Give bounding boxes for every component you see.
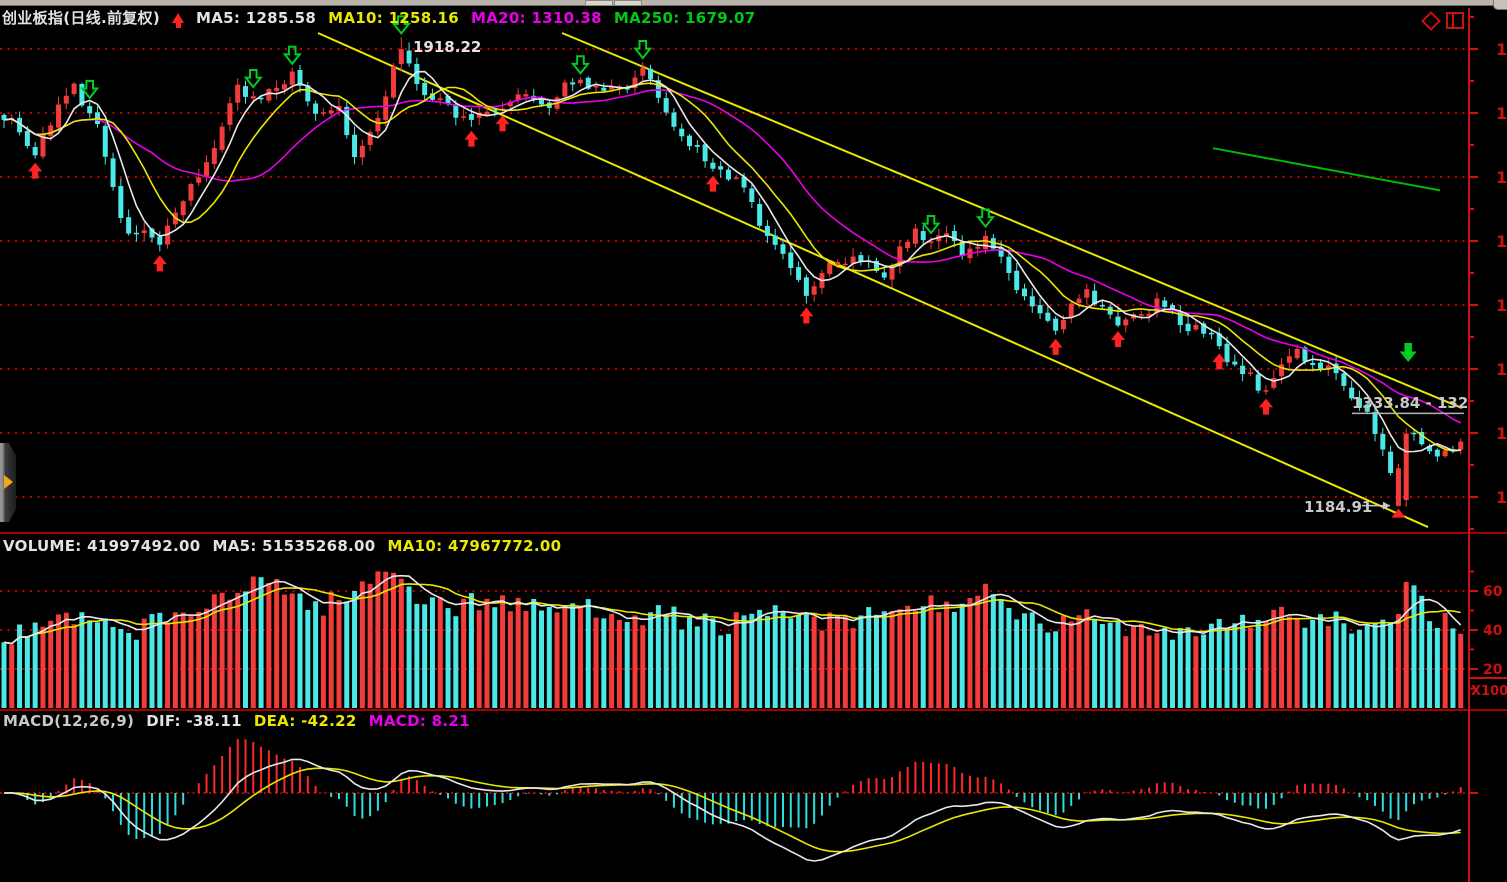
svg-text:20: 20: [1483, 662, 1503, 678]
volume-value: VOLUME: 41997492.00: [3, 537, 201, 555]
svg-text:1: 1: [1496, 360, 1507, 379]
window-edge-button: [614, 0, 642, 6]
split-pane-icon[interactable]: [1446, 12, 1464, 29]
macd-value: MACD: 8.21: [368, 712, 470, 730]
up-arrow-icon: [172, 12, 185, 28]
main-info-bar: 创业板指(日线.前复权) MA5: 1285.58 MA10: 1258.16 …: [2, 7, 755, 28]
diamond-icon[interactable]: [1421, 10, 1441, 31]
svg-text:1: 1: [1496, 40, 1507, 59]
svg-text:1: 1: [1496, 168, 1507, 187]
svg-text:1: 1: [1496, 232, 1507, 251]
volume-ma10-value: MA10: 47967772.00: [387, 537, 562, 555]
svg-text:1: 1: [1496, 296, 1507, 315]
ma5-value: MA5: 1285.58: [196, 8, 317, 27]
svg-text:X100: X100: [1471, 684, 1507, 699]
window-edge-button: [585, 0, 613, 6]
macd-info-bar: MACD(12,26,9) DIF: -38.11 DEA: -42.22 MA…: [3, 712, 470, 730]
svg-text:1: 1: [1496, 488, 1507, 507]
panel-expand-handle[interactable]: [0, 443, 16, 522]
scrollbar-cap: [1493, 0, 1507, 10]
ma250-value: MA250: 1679.07: [613, 8, 756, 27]
svg-text:1: 1: [1496, 104, 1507, 123]
volume-info-bar: VOLUME: 41997492.00 MA5: 51535268.00 MA1…: [3, 537, 561, 555]
trough-price-annotation: 1184.91: [1304, 498, 1373, 516]
svg-text:1: 1: [1496, 424, 1507, 443]
corner-icons: [1421, 10, 1464, 31]
expand-arrow-icon: [4, 475, 13, 489]
dif-value: DIF: -38.11: [146, 712, 242, 730]
window-edge-strip: [0, 0, 1507, 6]
peak-price-annotation: 1918.22: [413, 38, 482, 56]
svg-text:40: 40: [1483, 623, 1503, 639]
ma10-value: MA10: 1258.16: [328, 8, 459, 27]
svg-text:60: 60: [1483, 584, 1503, 600]
macd-params: MACD(12,26,9): [3, 712, 135, 730]
ma20-value: MA20: 1310.38: [471, 8, 602, 27]
instrument-title: 创业板指(日线.前复权): [2, 9, 161, 27]
dea-value: DEA: -42.22: [253, 712, 357, 730]
level-price-annotation: 1333.84 - 132: [1352, 394, 1469, 412]
volume-ma5-value: MA5: 51535268.00: [212, 537, 376, 555]
